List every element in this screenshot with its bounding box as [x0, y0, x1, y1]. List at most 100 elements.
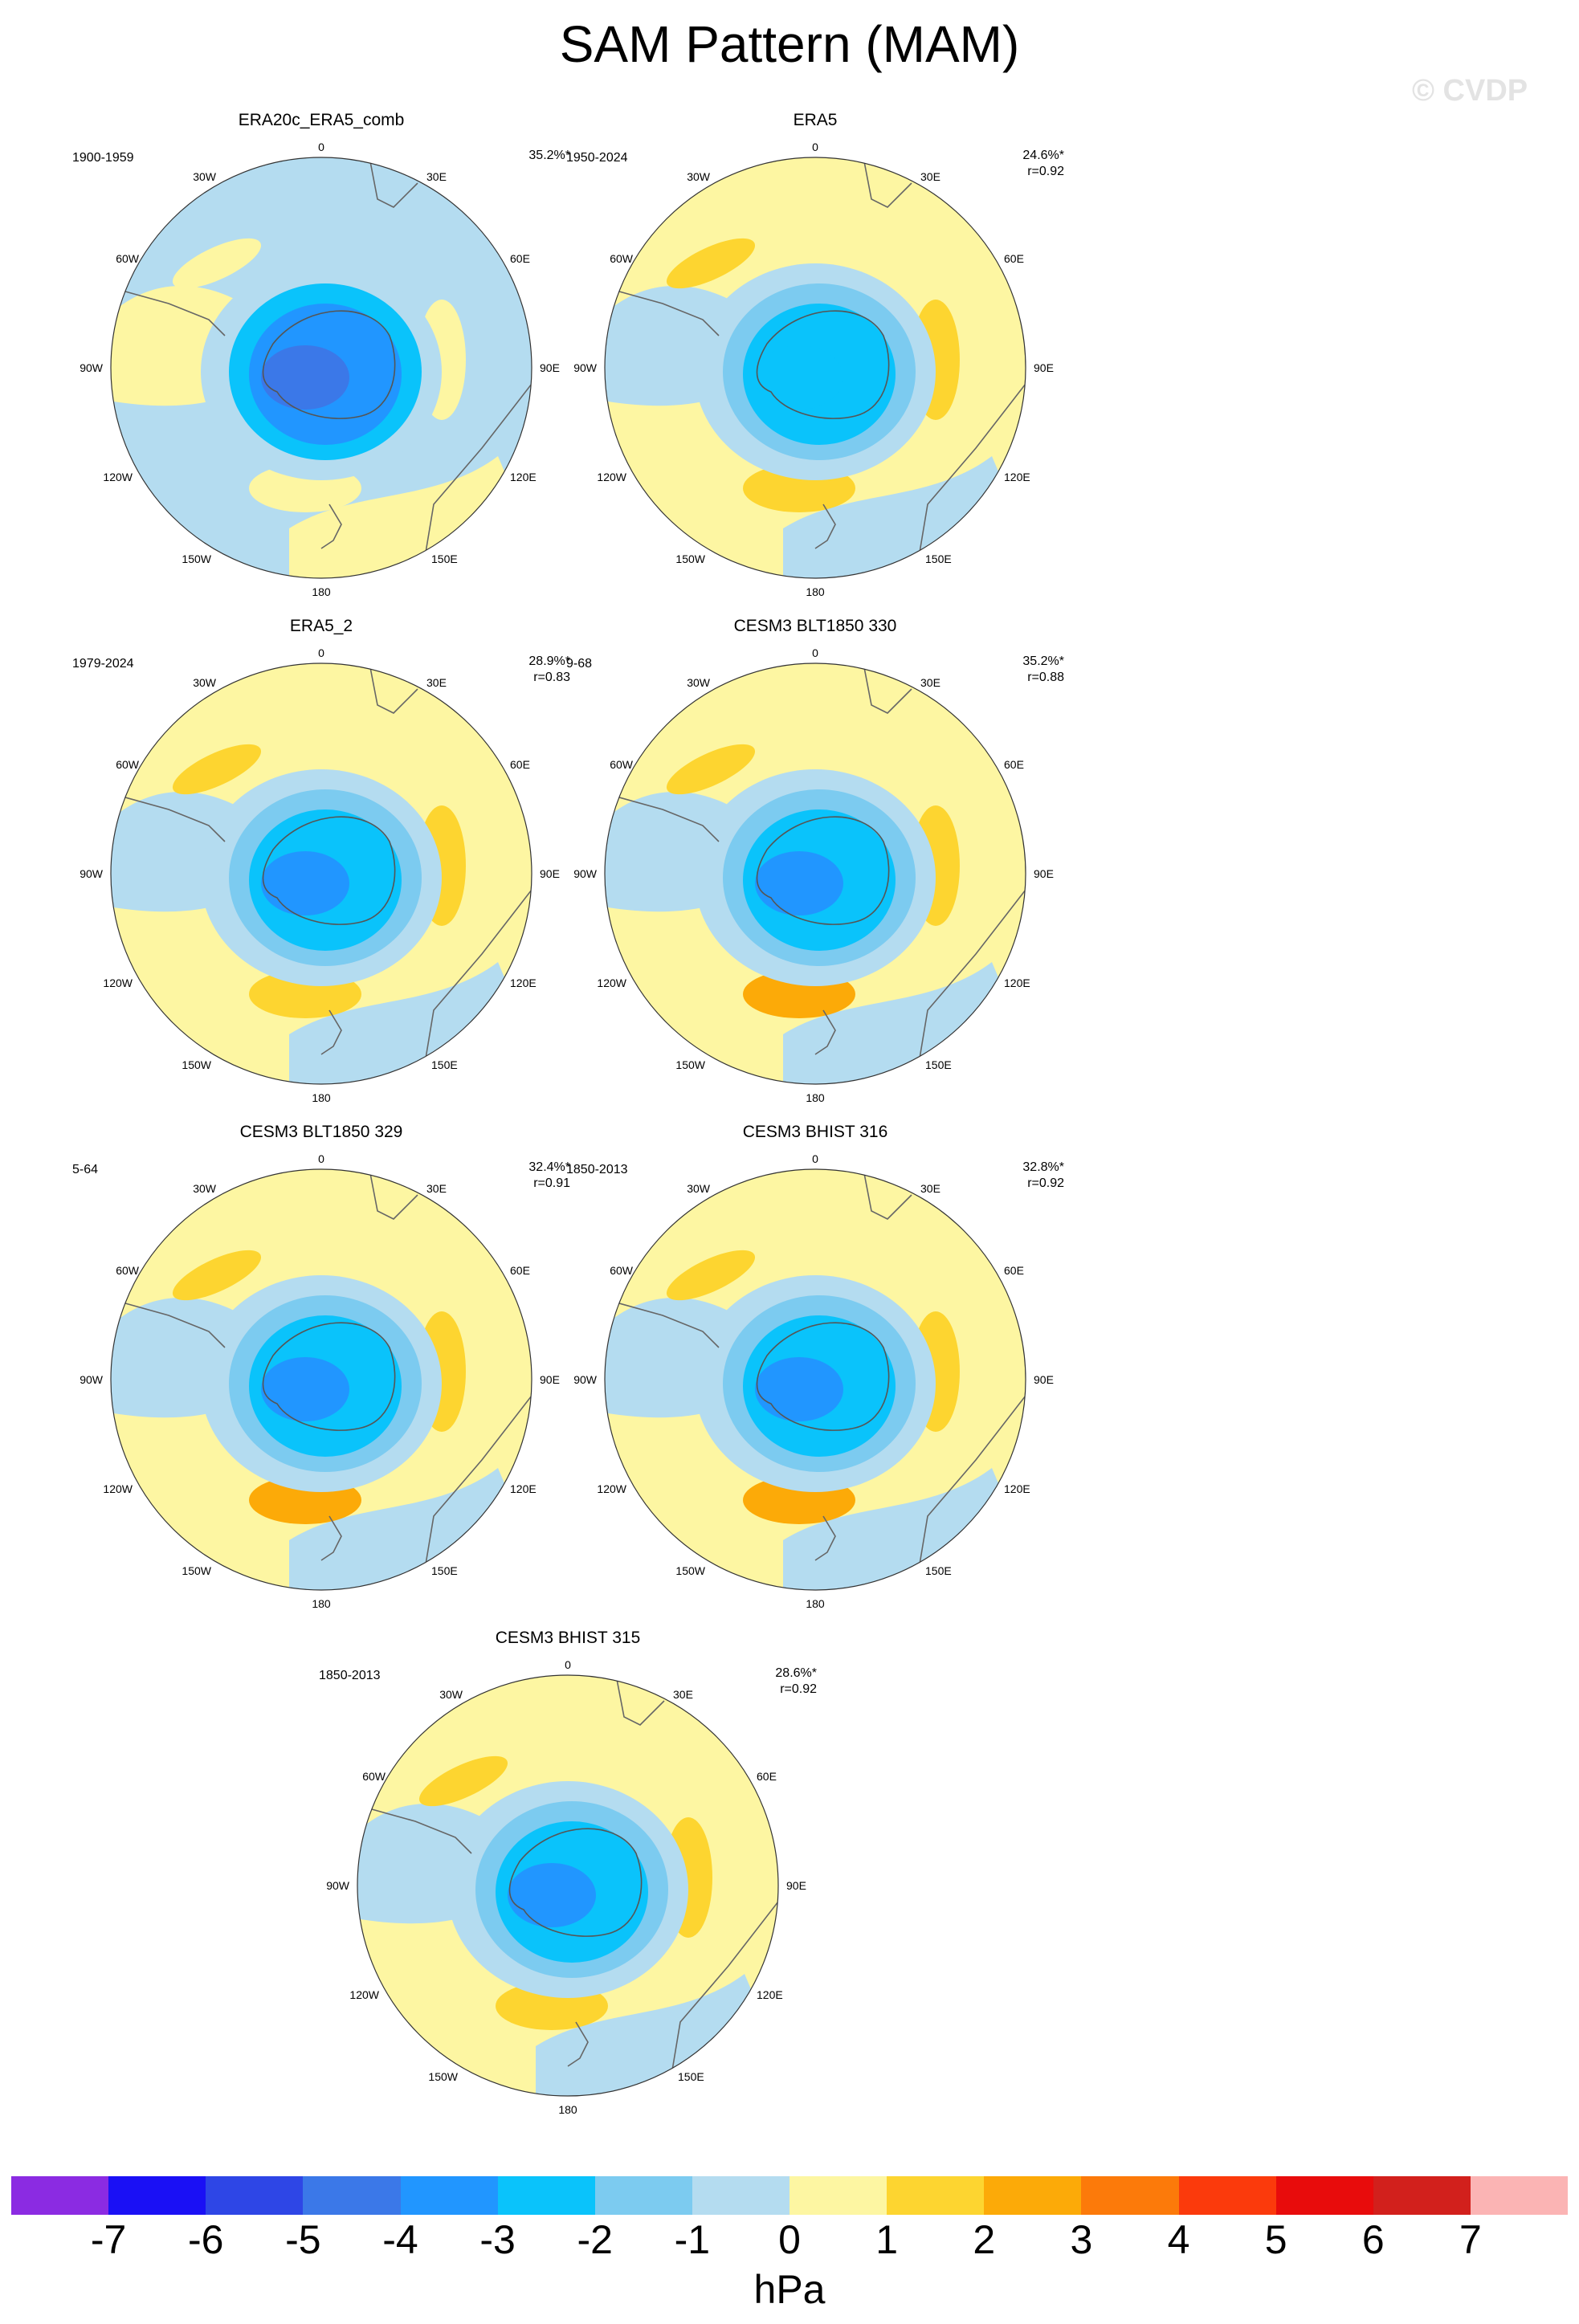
panel-title: CESM3 BHIST 315 [495, 1629, 641, 1647]
longitude-label: 60E [510, 758, 530, 771]
colorbar-swatch [887, 2176, 985, 2215]
percent-variance: 28.6%* [775, 1666, 817, 1680]
longitude-label: 90W [573, 867, 598, 880]
longitude-label: 30E [426, 676, 447, 689]
longitude-label: 180 [558, 2103, 577, 2116]
longitude-label: 30W [687, 170, 711, 183]
longitude-label: 120E [1004, 1482, 1030, 1495]
colorbar [11, 2176, 1568, 2215]
longitude-label: 60W [116, 758, 140, 771]
percent-variance: 32.8%* [1022, 1160, 1064, 1174]
longitude-label: 90E [1034, 361, 1054, 374]
longitude-label: 90W [80, 1373, 104, 1386]
percent-variance: 24.6%* [1022, 149, 1064, 162]
colorbar-tick-label: 3 [1070, 2217, 1093, 2262]
longitude-label: 150W [182, 552, 211, 565]
colorbar-labels: -7 -6 -5 -4 -3 -2 -1 0 1 2 3 4 5 6 7 [11, 2216, 1568, 2265]
map-panel: CESM3 BLT1850 329 5-64 32.4%* r=0.91 0 180 90W… [72, 1123, 570, 1637]
longitude-label: 60W [610, 758, 634, 771]
longitude-label: 150W [675, 1058, 705, 1071]
longitude-label: 120E [510, 1482, 537, 1495]
longitude-label: 90E [1034, 867, 1054, 880]
longitude-label: 30E [426, 170, 447, 183]
colorbar-swatch [1275, 2176, 1373, 2215]
longitude-label: 180 [806, 1597, 825, 1610]
map-panel: ERA5_2 1979-2024 28.9%* r=0.83 0 180 90W 90E 30W… [72, 617, 570, 1131]
longitude-label: 30E [673, 1688, 693, 1701]
longitude-label: 180 [312, 1091, 331, 1104]
colorbar-swatch [400, 2176, 498, 2215]
pattern-correlation: r=0.83 [533, 671, 570, 684]
map-panel: CESM3 BLT1850 330 9-68 35.2%* r=0.88 0 180 90W… [566, 617, 1064, 1131]
longitude-label: 0 [318, 646, 324, 659]
panel-title: ERA20c_ERA5_comb [238, 111, 405, 129]
longitude-label: 30W [687, 676, 711, 689]
longitude-label: 90E [1034, 1373, 1054, 1386]
longitude-label: 0 [318, 1152, 324, 1165]
colorbar-tick-label: 7 [1459, 2217, 1482, 2262]
panel-title: ERA5 [793, 111, 838, 129]
panel-variance: 24.6%* r=0.92 [1022, 148, 1064, 180]
longitude-label: 60W [362, 1770, 386, 1783]
longitude-label: 60W [610, 252, 634, 265]
longitude-label: 90W [80, 867, 104, 880]
longitude-label: 60E [510, 252, 530, 265]
pattern-correlation: r=0.92 [1027, 165, 1064, 178]
longitude-label: 60W [116, 252, 140, 265]
panel-variance: 35.2%* [528, 148, 570, 164]
watermark: © CVDP [1412, 74, 1528, 108]
percent-variance: 28.9%* [528, 654, 570, 668]
panel-period: 1900-1959 [72, 151, 134, 165]
longitude-label: 120E [510, 471, 537, 483]
polar-map: 0 180 90W 90E 30W 60W 30E 60E 120W 150W 120E 150E [80, 646, 560, 1104]
longitude-label: 60E [1004, 758, 1024, 771]
polar-map: 0 180 90W 90E 30W 60W 30E 60E 120W 150W 120E 150E [573, 646, 1054, 1104]
colorbar-swatch [790, 2176, 887, 2215]
panel-variance: 32.8%* r=0.92 [1022, 1160, 1064, 1192]
longitude-label: 0 [812, 1152, 818, 1165]
panel-title: CESM3 BLT1850 329 [239, 1123, 403, 1141]
longitude-label: 60E [1004, 252, 1024, 265]
colorbar-swatch [594, 2176, 692, 2215]
longitude-label: 120E [1004, 976, 1030, 989]
percent-variance: 35.2%* [1022, 654, 1064, 668]
panel-period: 1850-2013 [566, 1163, 628, 1176]
colorbar-swatch [497, 2176, 595, 2215]
colorbar-swatch [206, 2176, 304, 2215]
colorbar-tick-label: -3 [479, 2217, 516, 2262]
longitude-label: 90E [540, 361, 560, 374]
longitude-label: 180 [312, 585, 331, 598]
longitude-label: 120W [103, 976, 133, 989]
longitude-label: 60W [610, 1264, 634, 1277]
panel-period: 1979-2024 [72, 657, 134, 671]
colorbar-tick-label: -7 [90, 2217, 127, 2262]
panel-title: CESM3 BHIST 316 [742, 1123, 888, 1141]
colorbar-tick-label: -2 [577, 2217, 613, 2262]
colorbar-swatch [984, 2176, 1082, 2215]
longitude-label: 60E [510, 1264, 530, 1277]
longitude-label: 30W [439, 1688, 463, 1701]
longitude-label: 30W [687, 1182, 711, 1195]
longitude-label: 150E [431, 1058, 458, 1071]
longitude-label: 120W [103, 1482, 133, 1495]
longitude-label: 60W [116, 1264, 140, 1277]
longitude-label: 30E [920, 1182, 940, 1195]
colorbar-tick-label: 2 [973, 2217, 996, 2262]
longitude-label: 90E [786, 1879, 806, 1892]
longitude-label: 150E [925, 1058, 952, 1071]
longitude-label: 150E [925, 1564, 952, 1577]
longitude-label: 120E [1004, 471, 1030, 483]
longitude-label: 120W [349, 1988, 379, 2001]
longitude-label: 0 [812, 646, 818, 659]
panel-period: 1850-2013 [319, 1669, 381, 1682]
longitude-label: 120W [597, 976, 626, 989]
longitude-label: 90W [573, 1373, 598, 1386]
polar-map: 0 180 90W 90E 30W 60W 30E 60E 120W 150W 120E 150E [80, 141, 560, 598]
longitude-label: 90W [573, 361, 598, 374]
longitude-label: 90E [540, 1373, 560, 1386]
longitude-label: 90W [326, 1879, 350, 1892]
colorbar-tick-label: 1 [875, 2217, 899, 2262]
longitude-label: 90W [80, 361, 104, 374]
longitude-label: 120E [757, 1988, 783, 2001]
longitude-label: 150E [678, 2070, 704, 2083]
